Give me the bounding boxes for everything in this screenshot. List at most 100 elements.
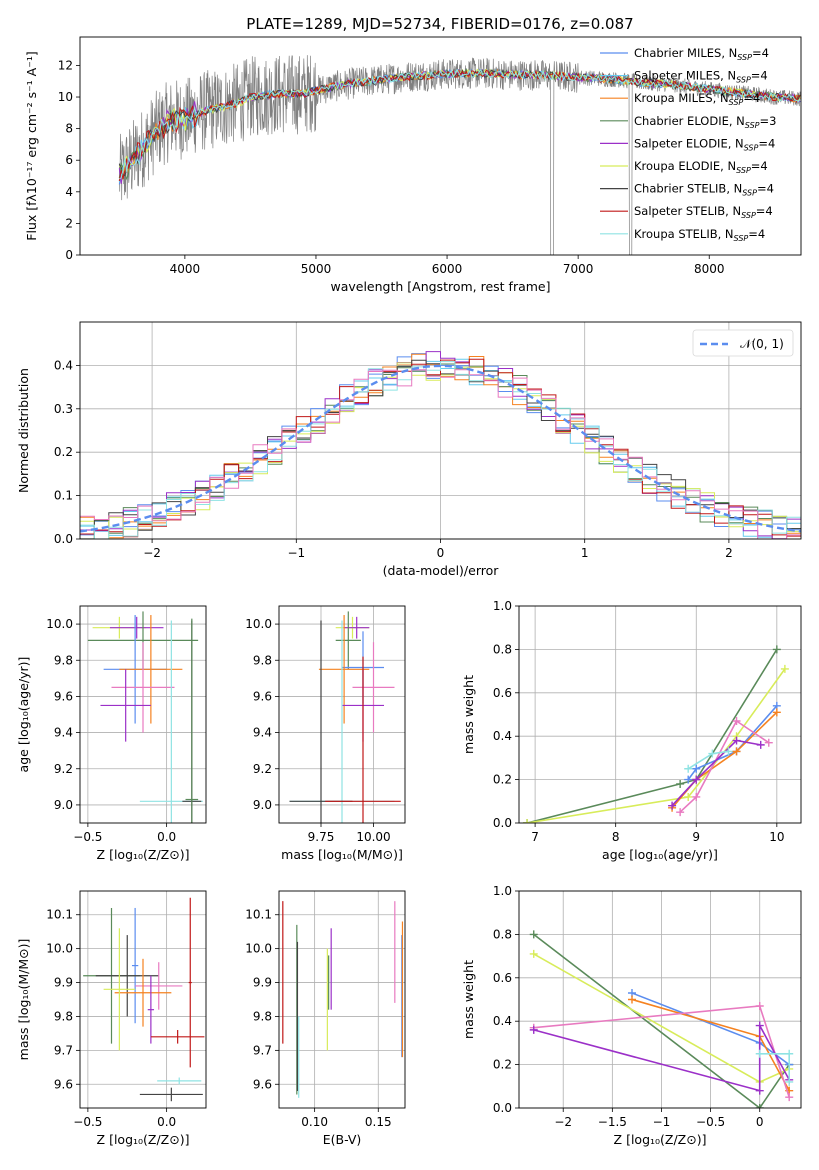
y-tick-label: 10.0: [245, 942, 272, 956]
series-line: [759, 1053, 790, 1082]
x-axis-label: Z [log₁₀(Z/Z⊙)]: [614, 1132, 707, 1147]
series-point-marker: [780, 664, 789, 673]
y-tick-label: 9.2: [54, 762, 73, 776]
y-tick-label: 9.4: [54, 726, 73, 740]
series-line: [687, 705, 778, 781]
model-spectrum-line: [119, 68, 801, 180]
y-tick-label: 9.8: [253, 653, 272, 667]
series-point-marker: [755, 1104, 764, 1108]
y-axis-label: Normed distribution: [16, 368, 31, 493]
x-tick-label: 4000: [170, 262, 201, 276]
x-tick-label: 10: [769, 830, 784, 844]
grid: [80, 606, 206, 823]
grid: [279, 891, 405, 1108]
plot-area: [289, 611, 401, 823]
y-tick-label: 6: [65, 153, 73, 167]
series-point-marker: [755, 1002, 764, 1011]
plot-area: [87, 611, 203, 823]
legend-label-suffix: =4: [751, 159, 768, 173]
series-point-marker: [676, 779, 685, 788]
x-tick-label: 7000: [563, 262, 594, 276]
legend-label: Chabrier ELODIE, NSSP=3: [634, 114, 776, 130]
x-tick-label: 0.0: [157, 830, 176, 844]
x-tick-label: 5000: [301, 262, 332, 276]
y-tick-label: 0.3: [54, 402, 73, 416]
legend-label-suffix: =4: [757, 182, 774, 196]
y-tick-label: 9.8: [54, 653, 73, 667]
age-vs-mass-panel: 9.75 10.00 9.0 9.2 9.4 9.6 9.8 10.0 mass [log₁₀(…: [245, 605, 406, 862]
axes-frame: [518, 890, 802, 1109]
y-tick-label: 0.4: [493, 729, 512, 743]
legend-label: Kroupa STELIB, NSSP=4: [634, 227, 765, 243]
y-tick-label: 0: [65, 248, 73, 262]
legend-label-sub: SSP: [737, 53, 752, 62]
series-point-marker: [529, 1025, 538, 1034]
x-tick-label: 7: [531, 830, 539, 844]
series-point-marker: [676, 808, 685, 817]
y-tick-label: 9.6: [54, 1077, 73, 1091]
y-tick-label: 12: [58, 58, 73, 72]
series-point-marker: [785, 1093, 794, 1102]
y-tick-label: 9.7: [253, 1043, 272, 1057]
legend-label-sub: SSP: [734, 234, 749, 243]
series-point-marker: [756, 740, 765, 749]
figure-title: PLATE=1289, MJD=52734, FIBERID=0176, z=0…: [246, 15, 633, 33]
y-tick-label: 0.2: [493, 773, 512, 787]
y-tick-label: 9.9: [54, 976, 73, 990]
y-axis-label: mass weight: [461, 675, 476, 754]
series-point-marker: [732, 736, 741, 745]
x-tick-label: 6000: [432, 262, 463, 276]
x-tick-label: 10.00: [356, 830, 390, 844]
y-tick-label: 9.0: [253, 798, 272, 812]
y-tick-label: 9.4: [253, 726, 272, 740]
series-line: [671, 739, 761, 807]
series-point-marker: [523, 819, 532, 823]
y-tick-label: 10: [58, 90, 73, 104]
series-point-marker: [692, 775, 701, 784]
legend-label-sub: SSP: [742, 189, 757, 198]
legend-label-suffix: =3: [760, 114, 777, 128]
y-tick-label: 10.1: [46, 908, 73, 922]
y-tick-label: 10.0: [245, 617, 272, 631]
series-point-marker: [785, 1049, 794, 1058]
y-tick-label: 0.4: [54, 358, 73, 372]
legend-label-sub: SSP: [745, 121, 760, 130]
x-axis-label: Z [log₁₀(Z/Z⊙)]: [97, 847, 190, 862]
legend-label: Kroupa ELODIE, NSSP=4: [634, 159, 768, 175]
axes-frame: [278, 605, 406, 824]
y-tick-label: 9.6: [253, 1077, 272, 1091]
y-tick-label: 0.0: [493, 1101, 512, 1115]
y-tick-label: 10.0: [46, 942, 73, 956]
x-tick-label: 0.10: [301, 1115, 328, 1129]
y-tick-label: 0.0: [493, 816, 512, 830]
legend-label-main: Chabrier ELODIE, N: [634, 114, 745, 128]
x-tick-label: 9.75: [308, 830, 335, 844]
x-tick-label: 9: [692, 830, 700, 844]
massweight-vs-Z-panel: −2 −1.5 −1 −0.5 0 0.0 0.2 0.4 0.6 0.8 1.0 Z [log₁₀(…: [461, 884, 802, 1147]
x-axis-label: (data-model)/error: [383, 563, 500, 578]
legend-label-suffix: =4: [756, 204, 773, 218]
series-point-marker: [732, 717, 741, 726]
series-point-marker: [708, 749, 717, 758]
series-point-marker: [772, 645, 781, 654]
x-tick-label: 8: [612, 830, 620, 844]
legend-box: [692, 329, 794, 357]
legend-label-main: Kroupa MILES, N: [634, 91, 729, 105]
legend-label-suffix: =4: [743, 91, 760, 105]
legend-label: Salpeter ELODIE, NSSP=4: [634, 136, 775, 152]
x-tick-label: −0.5: [73, 830, 102, 844]
legend-label: Kroupa MILES, NSSP=4: [634, 91, 760, 107]
axes-frame: [79, 321, 802, 540]
legend-label-main: Kroupa STELIB, N: [634, 227, 734, 241]
age-vs-Z-panel: −0.5 0.0 9.0 9.2 9.4 9.6 9.8 10.0 Z [log₁₀(Z/Z⊙)…: [16, 605, 207, 862]
x-axis-label: age [log₁₀(age/yr)]: [602, 847, 718, 862]
grid: [519, 605, 801, 824]
mass-vs-Z-panel: −0.5 0.0 9.6 9.7 9.8 9.9 10.0 10.1 Z [log₁₀(Z/Z⊙…: [16, 890, 207, 1147]
legend-label-main: Chabrier MILES, N: [634, 46, 737, 60]
y-tick-label: 0.8: [493, 927, 512, 941]
x-tick-label: 0.0: [157, 1115, 176, 1129]
y-tick-label: 0.2: [493, 1058, 512, 1072]
x-axis-label: Z [log₁₀(Z/Z⊙)]: [97, 1132, 190, 1147]
plot-area: [523, 645, 789, 823]
